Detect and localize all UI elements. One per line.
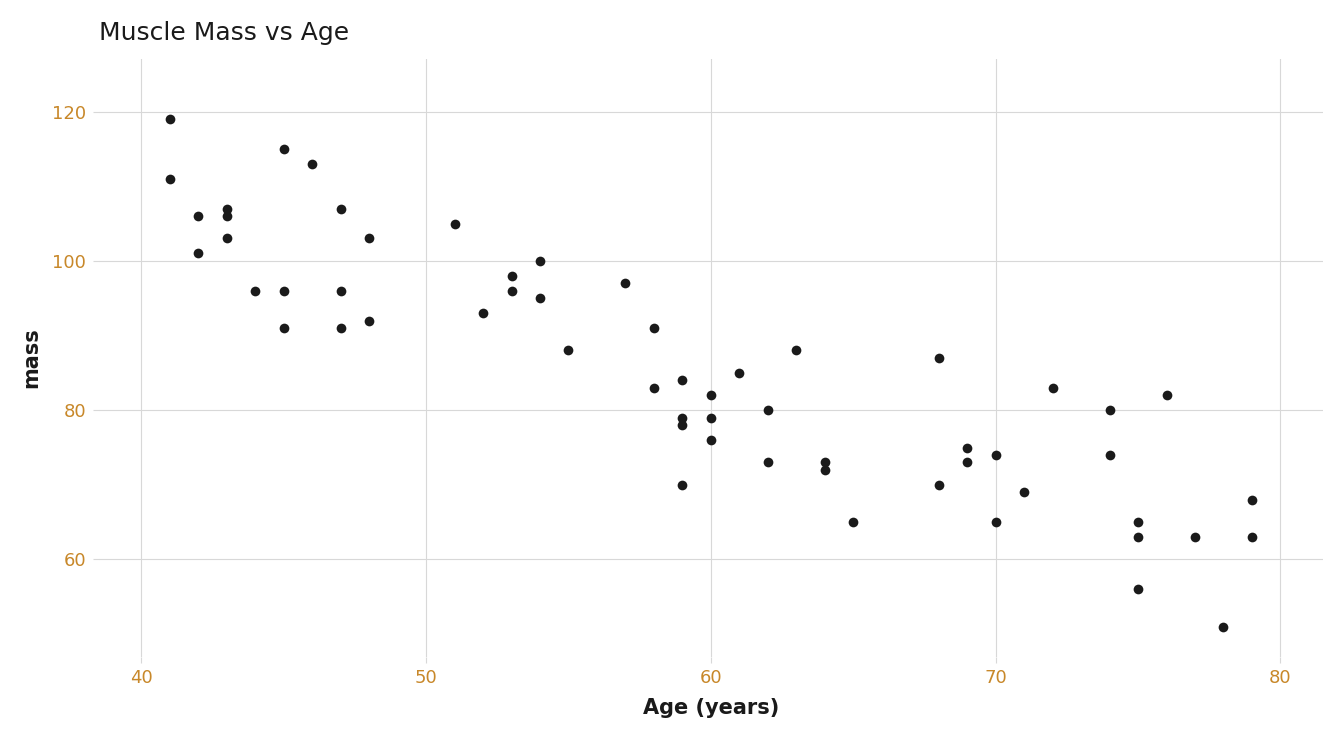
Point [472,307,493,319]
Point [329,322,351,334]
Text: Muscle Mass vs Age: Muscle Mass vs Age [98,21,348,45]
Point [301,158,323,170]
Point [1128,531,1149,543]
Y-axis label: mass: mass [22,327,40,388]
Point [444,217,465,229]
Point [359,315,380,327]
Point [1099,404,1121,416]
Point [927,479,949,491]
Point [273,322,294,334]
Point [700,389,722,401]
Point [501,285,523,296]
Point [614,277,636,289]
Point [329,285,351,296]
Point [644,382,665,394]
Point [644,322,665,334]
Point [700,434,722,446]
Point [329,202,351,214]
Point [927,352,949,364]
Point [672,412,694,423]
Point [245,285,266,296]
Point [728,367,750,379]
Point [159,173,180,185]
Point [985,449,1007,461]
Point [843,517,864,528]
Point [530,293,551,304]
Point [957,442,978,454]
Point [501,270,523,282]
Point [530,255,551,267]
Point [957,457,978,469]
Point [1212,621,1234,633]
Point [672,375,694,386]
Point [558,344,579,356]
Point [672,479,694,491]
Point [1184,531,1206,543]
Point [1242,494,1263,505]
Point [216,233,238,245]
Point [273,143,294,154]
Point [985,517,1007,528]
Point [672,419,694,431]
Point [159,113,180,125]
Point [1156,389,1177,401]
Point [700,412,722,423]
Point [757,404,778,416]
Point [188,210,210,222]
Point [1128,517,1149,528]
X-axis label: Age (years): Age (years) [642,698,780,718]
Point [359,233,380,245]
Point [814,464,836,476]
Point [1042,382,1063,394]
Point [216,210,238,222]
Point [273,285,294,296]
Point [1099,449,1121,461]
Point [216,202,238,214]
Point [1242,531,1263,543]
Point [1013,486,1035,498]
Point [757,457,778,469]
Point [1128,584,1149,596]
Point [785,344,806,356]
Point [814,457,836,469]
Point [188,248,210,259]
